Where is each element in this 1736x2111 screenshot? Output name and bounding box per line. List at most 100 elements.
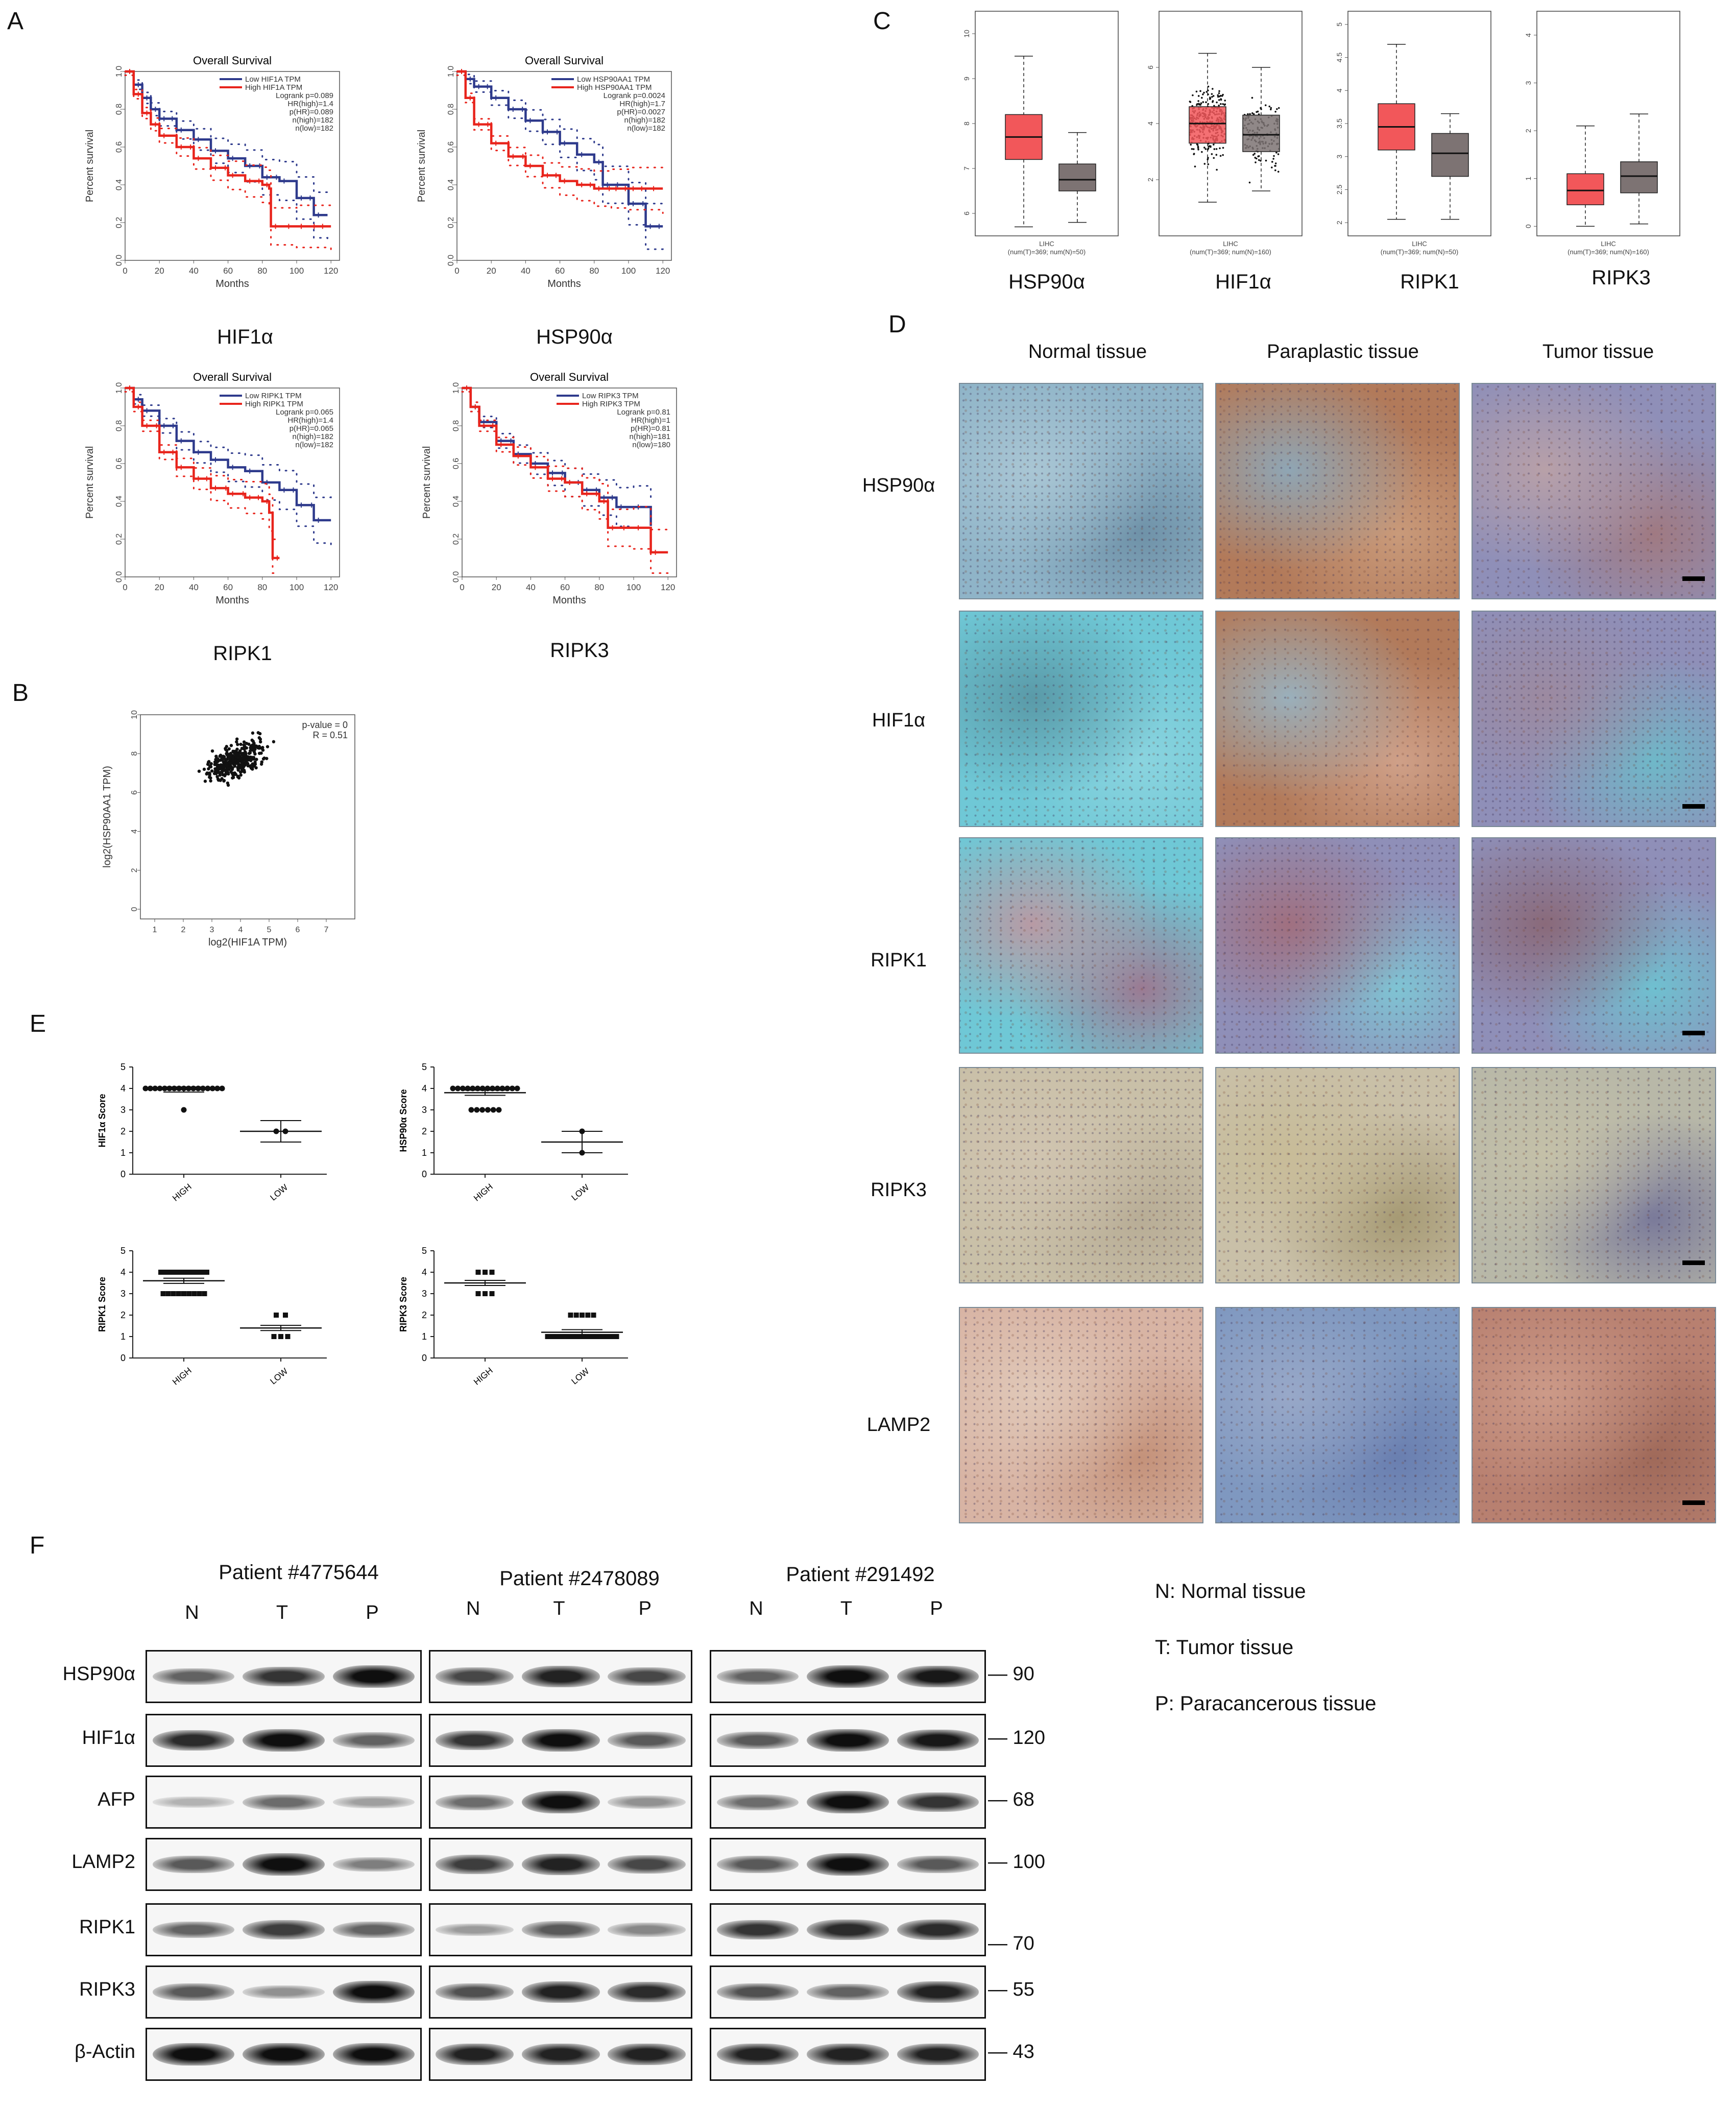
scatter-x-tick-label: 3: [210, 926, 214, 934]
scatter-point: [228, 766, 232, 770]
wb-band: [436, 1855, 514, 1874]
km-stat-line: p(HR)=0.089: [290, 108, 333, 116]
ihc-image-tile: [1215, 383, 1460, 599]
wb-band: [521, 1666, 600, 1687]
scatter-point: [242, 740, 246, 744]
panel-letter-b: B: [12, 680, 29, 707]
wb-band: [807, 1919, 889, 1940]
box-frame: [975, 11, 1119, 236]
box-jitter-point: [1247, 113, 1249, 115]
ihc-image-tile: [1215, 837, 1460, 1054]
dot-x-tick-label: LOW: [269, 1366, 290, 1386]
ihc-tissue-texture: [1473, 1068, 1715, 1282]
scatter-point: [249, 755, 252, 759]
dot-marker: [450, 1085, 456, 1091]
scatter-point: [251, 731, 255, 735]
km-x-tick-label: 100: [621, 266, 636, 276]
ihc-col-tumor: Tumor tissue: [1542, 341, 1654, 362]
wb-protein-label: RIPK1: [79, 1916, 135, 1938]
scatter-point: [238, 757, 243, 761]
box-y-tick-label: 10: [962, 30, 971, 38]
wb-band: [607, 1855, 686, 1874]
scatter-point: [258, 740, 262, 744]
ihc-tissue-texture: [960, 384, 1202, 598]
km-ci-upper: [461, 387, 669, 530]
wb-lane-header: P: [930, 1598, 943, 1619]
km-ci-lower: [124, 74, 328, 240]
scatter-point: [266, 745, 270, 748]
km-y-tick-label: 0.6: [447, 141, 455, 153]
ihc-row-hif1a: HIF1α: [872, 710, 926, 731]
wb-lane-header: T: [840, 1598, 853, 1619]
dot-y-tick-label: 3: [120, 1289, 126, 1299]
dot-marker: [181, 1291, 186, 1296]
km-stat-line: n(high)=182: [293, 116, 333, 125]
box-jitter-point: [1197, 100, 1199, 102]
dot-marker: [285, 1334, 291, 1339]
scatter-point: [219, 755, 223, 758]
wb-band: [521, 1854, 600, 1875]
scatter-point: [240, 761, 244, 764]
km-plot-hsp90a: Overall Survival 0 20 40 60 80 100 120 0.0 0.2 0.4…: [416, 54, 672, 289]
km-x-tick-label: 40: [189, 266, 199, 276]
scatter-point: [235, 737, 239, 741]
boxplot-ripk3: 0 1 2 3 4 LIHC(num(T)=369; num(N)=160): [1524, 11, 1680, 256]
box-jitter-point: [1248, 181, 1251, 184]
scatter-point: [233, 762, 236, 766]
dot-marker: [174, 1270, 179, 1275]
dot-y-tick-label: 1: [422, 1148, 427, 1158]
box-y-tick-label: 2.5: [1335, 184, 1343, 195]
scatter-point: [229, 761, 232, 765]
dot-marker: [489, 1291, 495, 1296]
km-y-tick-label: 0.4: [452, 496, 461, 507]
wb-blot-strip: [710, 1776, 986, 1829]
km-x-tick-label: 120: [656, 266, 670, 276]
km-x-tick-label: 60: [560, 583, 570, 592]
km-x-tick-label: 100: [290, 583, 304, 592]
scatter-point: [234, 755, 238, 759]
box-jitter-point: [1212, 95, 1215, 97]
scatter-point: [222, 779, 226, 783]
km-gene-label-ripk3: RIPK3: [550, 639, 609, 662]
box-y-tick-label: 3: [1524, 81, 1532, 85]
dot-marker: [496, 1107, 502, 1113]
dot-marker: [283, 1313, 288, 1318]
wb-band: [521, 1981, 600, 2003]
box-y-tick-label: 7: [962, 166, 971, 171]
dot-x-tick-label: HIGH: [171, 1366, 194, 1387]
dot-marker: [171, 1291, 176, 1296]
wb-band: [152, 1983, 235, 2001]
box-x-label: LIHC: [1601, 240, 1616, 248]
dot-marker: [278, 1334, 283, 1339]
box-jitter-point: [1207, 103, 1210, 105]
scatter-point: [208, 773, 211, 777]
box-jitter-point: [1193, 153, 1195, 155]
box-x-label: (num(T)=369; num(N)=160): [1190, 248, 1271, 256]
dot-marker: [554, 1334, 560, 1339]
km-x-tick-label: 100: [626, 583, 641, 592]
wb-blot-strip: [429, 1966, 692, 2019]
km-y-tick-label: 0.4: [447, 179, 455, 190]
wb-band: [243, 1729, 325, 1752]
scatter-x-tick-label: 1: [153, 926, 157, 934]
km-stat-line: n(high)=182: [293, 432, 333, 441]
box-y-tick-label: 0: [1524, 224, 1532, 228]
box-jitter-point: [1212, 88, 1214, 90]
wb-lane-header: T: [276, 1602, 288, 1623]
box-jitter-point: [1203, 91, 1205, 94]
box-jitter-point: [1222, 103, 1224, 105]
wb-legend-n: N: Normal tissue: [1155, 1580, 1306, 1603]
box-y-tick-label: 2: [1524, 129, 1532, 133]
dot-marker: [609, 1334, 614, 1339]
km-stat-line: HR(high)=1.7: [619, 100, 665, 108]
ihc-image-tile: [959, 611, 1203, 827]
box-iqr: [1620, 161, 1658, 193]
km-ci-upper: [124, 70, 328, 193]
box-frame: [1536, 11, 1680, 236]
scatter-point: [209, 776, 212, 780]
scatter-point: [272, 740, 276, 744]
wb-blot-strip: [146, 1966, 422, 2019]
box-jitter-point: [1208, 145, 1211, 147]
box-jitter-point: [1219, 147, 1221, 150]
box-iqr: [1058, 163, 1096, 191]
